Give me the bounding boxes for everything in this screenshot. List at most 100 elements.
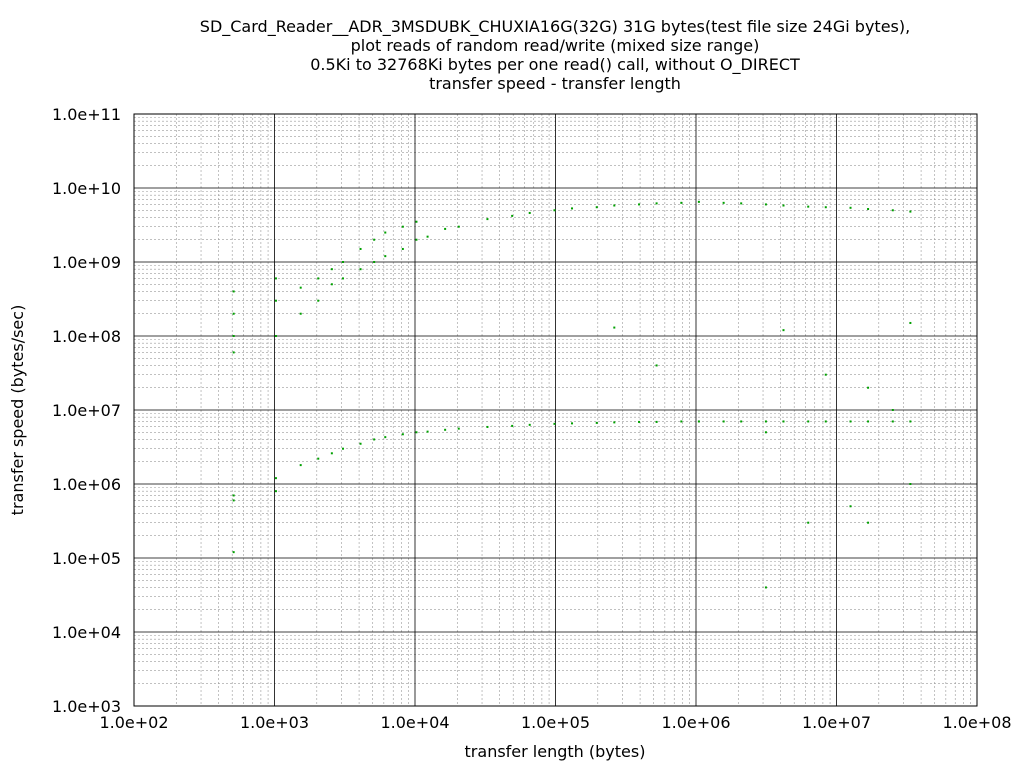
data-point xyxy=(359,268,362,271)
data-point xyxy=(824,206,827,209)
data-point xyxy=(909,321,912,324)
data-point xyxy=(511,424,514,427)
x-tick-label: 1.0e+04 xyxy=(380,713,449,732)
data-point xyxy=(232,351,235,354)
data-point xyxy=(909,420,912,423)
data-point xyxy=(232,494,235,497)
chart-title: SD_Card_Reader__ADR_3MSDUBK_CHUXIA16G(32… xyxy=(200,17,910,93)
data-point xyxy=(486,425,489,428)
data-point xyxy=(722,420,725,423)
data-point xyxy=(764,586,767,589)
data-point xyxy=(909,210,912,213)
grid xyxy=(133,113,978,707)
y-tick-label: 1.0e+07 xyxy=(52,401,121,420)
title-line-1: SD_Card_Reader__ADR_3MSDUBK_CHUXIA16G(32… xyxy=(200,17,910,37)
data-point xyxy=(299,312,302,315)
data-point xyxy=(359,247,362,250)
data-point xyxy=(849,420,852,423)
data-point xyxy=(867,521,870,524)
data-point xyxy=(317,457,320,460)
data-point xyxy=(571,207,574,210)
data-point xyxy=(613,421,616,424)
data-point xyxy=(341,277,344,280)
data-point xyxy=(341,447,344,450)
data-point xyxy=(867,386,870,389)
data-point xyxy=(807,521,810,524)
data-point xyxy=(722,201,725,204)
data-point xyxy=(511,214,514,217)
y-tick-labels: 1.0e+03 1.0e+04 1.0e+05 1.0e+06 1.0e+07 1.0e+… xyxy=(52,105,121,716)
data-point xyxy=(528,423,531,426)
data-point xyxy=(317,299,320,302)
data-point xyxy=(373,238,376,241)
data-point xyxy=(401,433,404,436)
data-point xyxy=(528,211,531,214)
data-point xyxy=(274,277,277,280)
data-point xyxy=(274,477,277,480)
data-point xyxy=(232,551,235,554)
data-point xyxy=(909,483,912,485)
data-point xyxy=(384,231,387,234)
data-point xyxy=(571,422,574,425)
x-tick-label: 1.0e+08 xyxy=(942,713,1011,732)
data-point xyxy=(655,420,658,423)
data-point xyxy=(232,312,235,315)
data-point xyxy=(824,420,827,423)
data-point xyxy=(274,299,277,302)
data-point xyxy=(849,206,852,209)
data-point xyxy=(613,326,616,329)
data-point xyxy=(680,201,683,204)
title-line-2: plot reads of random read/write (mixed s… xyxy=(351,36,760,55)
data-point xyxy=(782,204,785,207)
data-point xyxy=(807,420,810,423)
data-point xyxy=(764,431,767,434)
data-point xyxy=(415,220,418,223)
data-point xyxy=(891,209,894,212)
data-point xyxy=(457,225,460,228)
data-point xyxy=(373,438,376,441)
data-point xyxy=(867,420,870,423)
data-point xyxy=(401,247,404,250)
data-point xyxy=(426,430,429,433)
data-point xyxy=(317,277,320,280)
data-point xyxy=(807,205,810,208)
data-point xyxy=(595,421,598,424)
data-point xyxy=(697,200,700,203)
data-point xyxy=(740,420,743,423)
data-point xyxy=(697,420,700,423)
data-point xyxy=(595,206,598,209)
title-line-3: 0.5Ki to 32768Ki bytes per one read() ca… xyxy=(310,55,800,75)
data-point xyxy=(401,225,404,228)
data-point xyxy=(330,283,333,286)
y-tick-label: 1.0e+09 xyxy=(52,253,121,272)
y-tick-label: 1.0e+10 xyxy=(52,179,121,198)
y-tick-label: 1.0e+06 xyxy=(52,475,121,494)
data-point xyxy=(680,420,683,423)
data-point xyxy=(824,373,827,376)
y-tick-label: 1.0e+05 xyxy=(52,549,121,568)
data-point xyxy=(613,204,616,207)
data-point xyxy=(299,286,302,289)
data-point xyxy=(782,420,785,423)
data-point xyxy=(274,335,277,337)
data-point xyxy=(740,202,743,205)
data-point xyxy=(849,505,852,508)
data-point xyxy=(232,290,235,293)
data-point xyxy=(341,261,344,263)
data-point xyxy=(655,202,658,205)
data-point xyxy=(764,203,767,206)
data-point xyxy=(444,428,447,431)
data-point xyxy=(764,420,767,423)
data-point xyxy=(553,422,556,425)
data-point xyxy=(384,255,387,258)
plot-frame xyxy=(133,113,978,707)
data-point xyxy=(891,420,894,423)
x-tick-label: 1.0e+03 xyxy=(240,713,309,732)
data-point xyxy=(384,436,387,439)
data-point xyxy=(426,235,429,238)
x-tick-label: 1.0e+05 xyxy=(521,713,590,732)
data-point xyxy=(330,452,333,455)
y-tick-label: 1.0e+04 xyxy=(52,623,121,642)
x-tick-label: 1.0e+07 xyxy=(802,713,871,732)
data-point xyxy=(486,218,489,221)
